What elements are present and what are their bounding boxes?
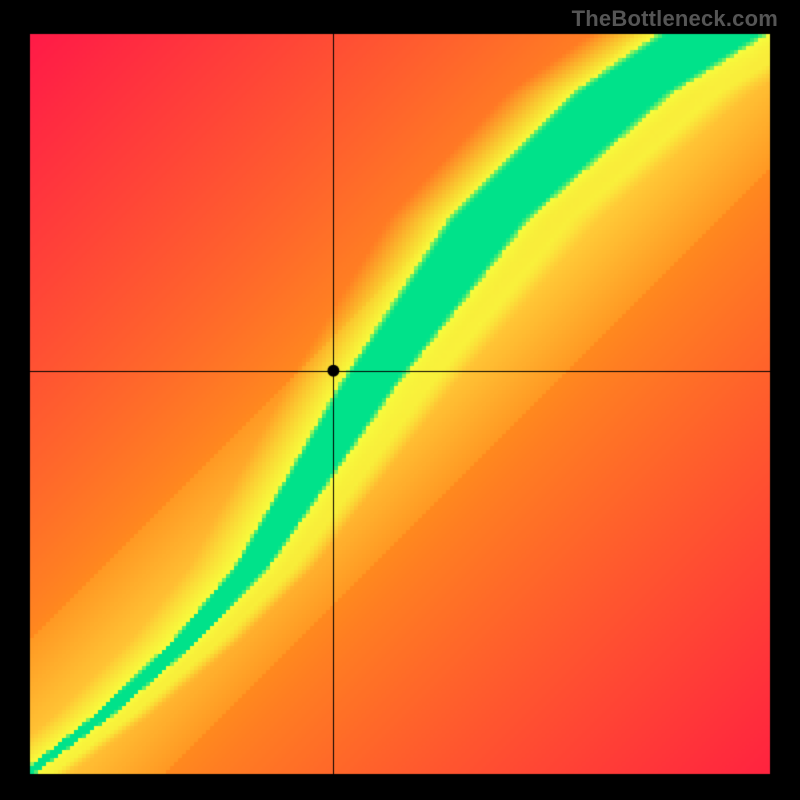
watermark-text: TheBottleneck.com [572, 6, 778, 32]
bottleneck-heatmap [0, 0, 800, 800]
